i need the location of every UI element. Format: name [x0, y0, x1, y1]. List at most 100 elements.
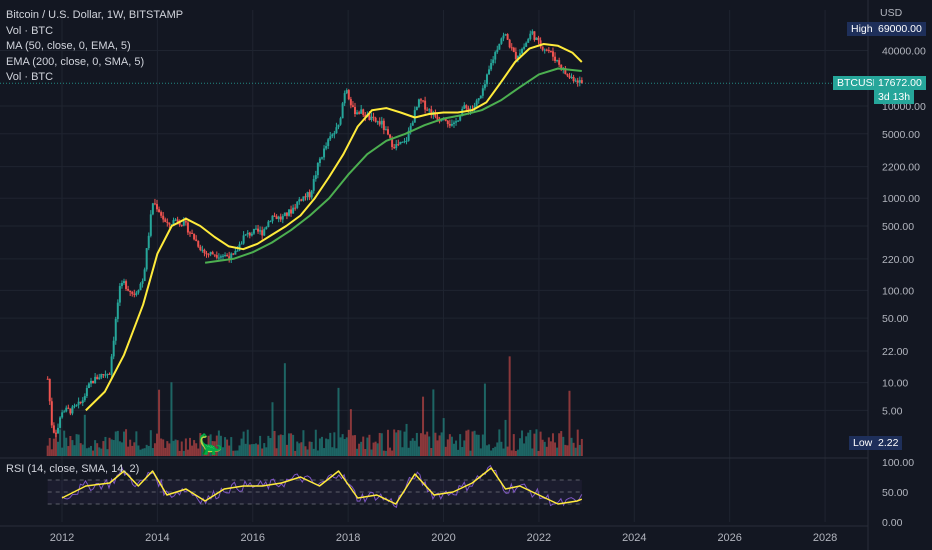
volume-bar: [391, 450, 394, 456]
volume-bar: [564, 444, 567, 456]
volume-bar: [349, 409, 352, 456]
volume-bar: [341, 434, 344, 456]
price-candle-body: [353, 106, 356, 115]
volume-bar: [215, 435, 218, 456]
price-candle-body: [356, 112, 359, 115]
price-candle-body: [106, 373, 109, 375]
volume-bar: [114, 431, 117, 456]
price-candle-body: [246, 232, 249, 235]
volume-bar: [438, 435, 441, 456]
volume-bar: [407, 447, 410, 456]
price-candle-body: [77, 401, 80, 405]
legend-volume-2[interactable]: Vol · BTC: [6, 71, 54, 83]
volume-bar: [481, 434, 484, 456]
volume-bar: [508, 356, 511, 456]
price-candle-body: [155, 204, 158, 210]
legend-title[interactable]: Bitcoin / U.S. Dollar, 1W, BITSTAMP: [6, 9, 184, 21]
volume-bar: [572, 442, 575, 456]
price-candle-body: [490, 63, 493, 70]
volume-bar: [333, 432, 336, 456]
volume-bar: [318, 438, 321, 456]
time-tick-label: 2024: [622, 532, 646, 544]
price-candle-body: [90, 380, 93, 384]
volume-bar: [273, 430, 276, 456]
volume-bar: [506, 446, 509, 456]
volume-bar: [337, 387, 340, 456]
price-candle-body: [399, 141, 402, 145]
legend-volume[interactable]: Vol · BTC: [6, 24, 54, 37]
price-candle-body: [104, 374, 107, 376]
price-candle-body: [178, 221, 181, 225]
price-candle-body: [576, 80, 579, 83]
price-candle-body: [372, 116, 375, 118]
price-candle-body: [182, 221, 185, 226]
price-candle-body: [481, 88, 484, 96]
volume-bar: [283, 363, 286, 456]
price-candle-body: [100, 374, 103, 378]
volume-bar: [83, 414, 86, 456]
price-candle-body: [574, 80, 577, 82]
volume-bar: [162, 439, 165, 456]
volume-bar: [281, 435, 284, 456]
time-tick-label: 2018: [336, 532, 360, 544]
price-candle-body: [525, 42, 528, 47]
price-candle-body: [250, 233, 253, 236]
price-tick-label: 22.00: [882, 346, 908, 358]
volume-bar: [205, 448, 208, 456]
volume-bar: [54, 429, 57, 456]
legend-ema[interactable]: EMA (200, close, 0, SMA, 5): [6, 55, 145, 68]
volume-bar: [63, 430, 66, 456]
price-candle-body: [450, 123, 453, 126]
volume-bar: [137, 445, 140, 456]
volume-bar: [135, 431, 138, 456]
time-tick-label: 2028: [813, 532, 837, 544]
price-candle-body: [83, 396, 86, 401]
price-candle-body: [275, 216, 278, 219]
price-candle-body: [224, 255, 227, 257]
price-candle-body: [477, 98, 480, 101]
volume-bar: [471, 431, 474, 456]
volume-bar: [405, 423, 408, 456]
time-tick-label: 2020: [431, 532, 455, 544]
volume-bar: [566, 445, 569, 456]
volume-bar: [257, 444, 260, 456]
price-candle-body: [94, 376, 97, 384]
volume-bar: [539, 431, 542, 456]
volume-bar: [399, 430, 402, 456]
volume-bar: [380, 433, 383, 456]
volume-bar: [469, 450, 472, 456]
volume-bar: [310, 441, 313, 456]
legend-ma[interactable]: MA (50, close, 0, EMA, 5): [6, 40, 131, 52]
price-candle-body: [374, 117, 377, 122]
volume-bar: [230, 437, 233, 456]
price-candle-body: [452, 122, 455, 124]
price-candle-body: [184, 221, 187, 223]
volume-bar: [174, 439, 177, 456]
low-label: Low: [849, 435, 877, 450]
volume-bar: [296, 441, 299, 456]
price-candle-body: [529, 33, 532, 40]
price-candle-body: [188, 232, 191, 234]
volume-bar: [461, 447, 464, 456]
price-candle-body: [257, 228, 260, 232]
volume-bar: [362, 436, 365, 456]
price-candle-body: [494, 52, 497, 60]
price-candle-body: [269, 221, 272, 223]
volume-bar: [285, 444, 288, 456]
price-candle-body: [364, 115, 367, 118]
price-tick-label: 5.00: [882, 405, 903, 417]
volume-bar: [527, 432, 530, 456]
volume-bar: [143, 448, 146, 456]
volume-bar: [102, 441, 105, 456]
volume-bar: [494, 446, 497, 456]
price-candle-body: [568, 75, 571, 78]
volume-bar: [94, 440, 97, 456]
price-candle-body: [205, 253, 208, 255]
rsi-legend[interactable]: RSI (14, close, SMA, 14, 2): [6, 463, 140, 475]
volume-bar: [180, 441, 183, 456]
price-candle-body: [323, 148, 326, 158]
volume-bar: [467, 429, 470, 456]
price-candle-body: [57, 427, 60, 434]
volume-bar: [422, 396, 425, 456]
price-candle-body: [430, 109, 433, 116]
